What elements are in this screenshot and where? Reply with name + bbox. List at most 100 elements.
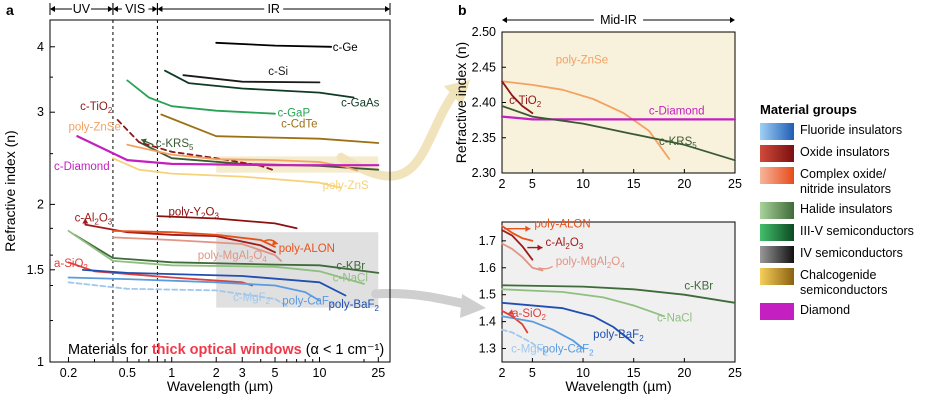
series-a-poly-ZnS [112,157,342,189]
y-tick-label: 1.4 [479,315,496,329]
y-tick-label: 1 [37,355,44,369]
midir-label: Mid-IR [600,13,637,27]
legend-label: Complex oxide/ nitride insulators [800,167,892,196]
label-c-Ge: c-Ge [333,42,358,54]
series-bb-c-NaCl [501,288,665,318]
legend-label: Oxide insulators [800,145,890,159]
series-a-poly-Y2O3 [156,215,298,230]
series-bb-poly-CaF2 [501,315,584,350]
label-c-MgF2: c-MgF2​ [511,344,549,358]
label-part: poly-Y [168,206,201,218]
x-tick-label: 25 [728,366,742,380]
label-subscript: 2 [83,263,88,272]
label-part: poly-MgAl [556,256,607,268]
label-subscript: 2 [108,106,113,115]
label-subscript: 5 [692,141,697,150]
label-part: poly-MgAl [198,250,249,262]
series-a-c-TiO2 [116,119,276,172]
y-tick-label: 2 [37,197,44,211]
connector-bottom-head [460,294,486,318]
y-tick-label: 4 [37,40,44,54]
label-part: c-Al [75,212,95,224]
series-bb-c-KBr [501,284,736,304]
caption-highlight: thick optical windows [152,342,302,358]
label-poly-ALON: poly-ALON [279,243,335,255]
panel-label-b: b [458,2,467,18]
label-part: c-CdTe [281,119,317,131]
label-part: c-GaP [278,108,311,120]
label-subscript: 3 [579,242,584,251]
series-a-poly-MgAl2O4 [112,236,282,262]
label-part: O [570,237,579,249]
label-part: c-MgF [233,292,266,304]
ir-bracket-arrow-right [385,6,390,12]
label-poly-BaF2: poly-BaF2​ [328,299,379,313]
x-tick-label: 15 [627,177,641,191]
x-axis-label-b: Wavelength (µm) [565,378,671,394]
legend-item: Oxide insulators [760,145,930,162]
label-part: poly-CaF [282,296,329,308]
arrowhead-b-alon [525,225,531,232]
label-c-TiO2: c-TiO2​ [80,101,113,115]
connector-top-head [444,80,470,106]
label-poly-ZnS: poly-ZnS [323,180,369,192]
label-c-GaAs: c-GaAs [341,97,380,109]
panel-b-top-bg [502,32,735,173]
label-part: c-Si [268,66,288,78]
label-subscript: 2 [589,349,594,358]
arrowhead-krs5 [141,138,147,145]
series-bb-poly-MgAl2O4 [501,242,544,272]
label-part: c-KRS [156,138,190,150]
series-a-c-GaP [126,79,276,115]
legend-label: Diamond [800,303,851,317]
label-part: poly-BaF [593,329,639,341]
series-a-poly-ZnSe [126,143,359,172]
label-poly-MgAl2O4: poly-MgAl2​O4​ [198,250,268,264]
legend: Material groups Fluoride insulators Oxide… [760,102,930,325]
series-bt-c-Diamond [500,115,737,121]
legend-item: Halide insulators [760,202,930,219]
label-part: c-TiO [509,95,537,107]
label-part: poly-ZnS [323,180,369,192]
legend-swatch [760,246,794,263]
label-part: c-Al [546,237,566,249]
series-bb-poly-BaF2 [501,301,635,345]
series-a-poly-CaF2 [67,276,321,302]
legend-label: III-V semiconductors [800,224,914,238]
label-part: O [611,256,620,268]
label-subscript: 4 [262,255,267,264]
legend-swatch [760,303,794,320]
x-tick-label: 10 [576,366,590,380]
legend-item: III-V semiconductors [760,224,930,241]
label-subscript: 2 [329,301,334,310]
label-poly-CaF2: poly-CaF2​ [282,296,334,310]
label-c-NaCl: c-NaCl [333,273,368,285]
label-part: O [253,250,262,262]
label-subscript: 2 [542,313,547,322]
x-tick-label: 5 [272,366,279,380]
label-c-Al2O3: c-Al2​O3​ [75,212,113,226]
arrowhead-b-al2o3 [537,244,543,251]
legend-swatch [760,224,794,241]
series-bb-a-SiO2 [501,309,529,334]
label-poly-Y2O3: poly-Y2​O3​ [168,206,219,220]
label-c-Si: c-Si [268,66,288,78]
x-tick-label: 10 [576,177,590,191]
label-subscript: 3 [108,217,113,226]
legend-item: IV semiconductors [760,246,930,263]
label-part: O [99,212,108,224]
label-part: c-GaAs [341,97,380,109]
legend-swatch [760,202,794,219]
label-poly-ZnSe: poly-ZnSe [556,55,608,67]
label-part: poly-ZnSe [68,121,120,133]
series-bt-poly-ZnSe [501,80,671,160]
x-tick-label: 25 [728,177,742,191]
midir-arrow-left [502,17,507,23]
series-a-poly-BaF2 [81,268,347,297]
series-a-c-Diamond [76,135,380,167]
y-axis-label-a: Refractive index (n) [2,130,18,251]
vis-bracket-label-bg [121,1,149,16]
label-part: poly-ALON [279,243,335,255]
uv-bracket-label: UV [73,2,91,16]
